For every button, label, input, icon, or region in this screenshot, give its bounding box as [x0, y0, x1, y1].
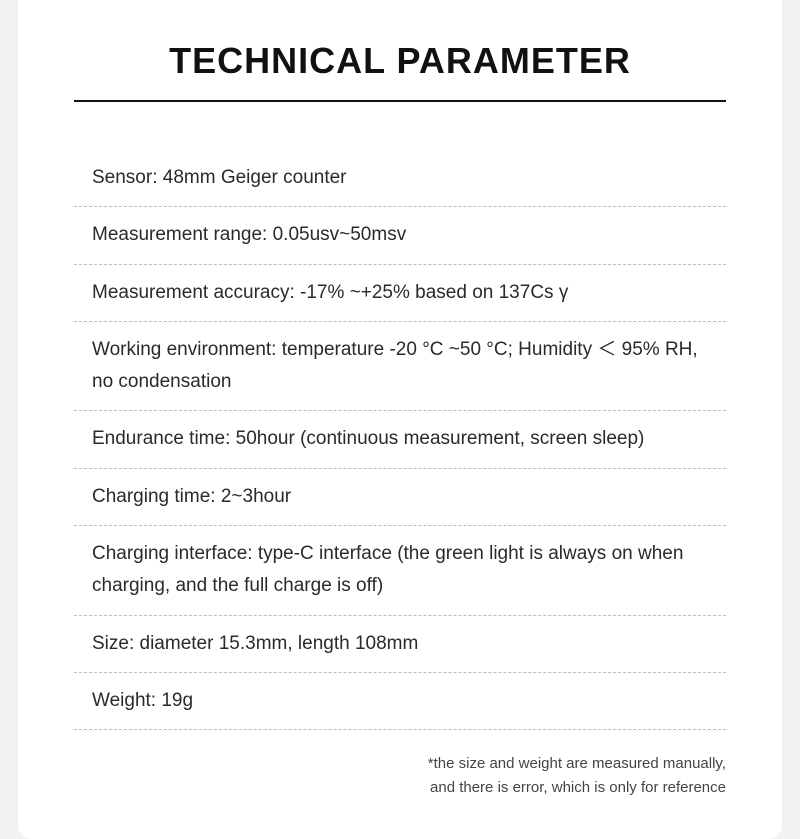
spec-item: Measurement accuracy: -17% ~+25% based o…	[74, 265, 726, 322]
spec-item: Size: diameter 15.3mm, length 108mm	[74, 616, 726, 673]
spec-item: Measurement range: 0.05usv~50msv	[74, 207, 726, 264]
footnote: *the size and weight are measured manual…	[74, 752, 726, 799]
spec-item: Weight: 19g	[74, 673, 726, 730]
spec-item: Charging time: 2~3hour	[74, 469, 726, 526]
spec-list: Sensor: 48mm Geiger counter Measurement …	[74, 150, 726, 730]
footnote-line: and there is error, which is only for re…	[74, 776, 726, 799]
spec-item: Endurance time: 50hour (continuous measu…	[74, 411, 726, 468]
spec-item: Working environment: temperature -20 °C …	[74, 322, 726, 412]
spec-item: Sensor: 48mm Geiger counter	[74, 150, 726, 207]
footnote-line: *the size and weight are measured manual…	[74, 752, 726, 775]
spec-item: Charging interface: type-C interface (th…	[74, 526, 726, 616]
title-underline	[74, 100, 726, 102]
spec-card: TECHNICAL PARAMETER Sensor: 48mm Geiger …	[18, 0, 782, 839]
page-title: TECHNICAL PARAMETER	[74, 40, 726, 100]
